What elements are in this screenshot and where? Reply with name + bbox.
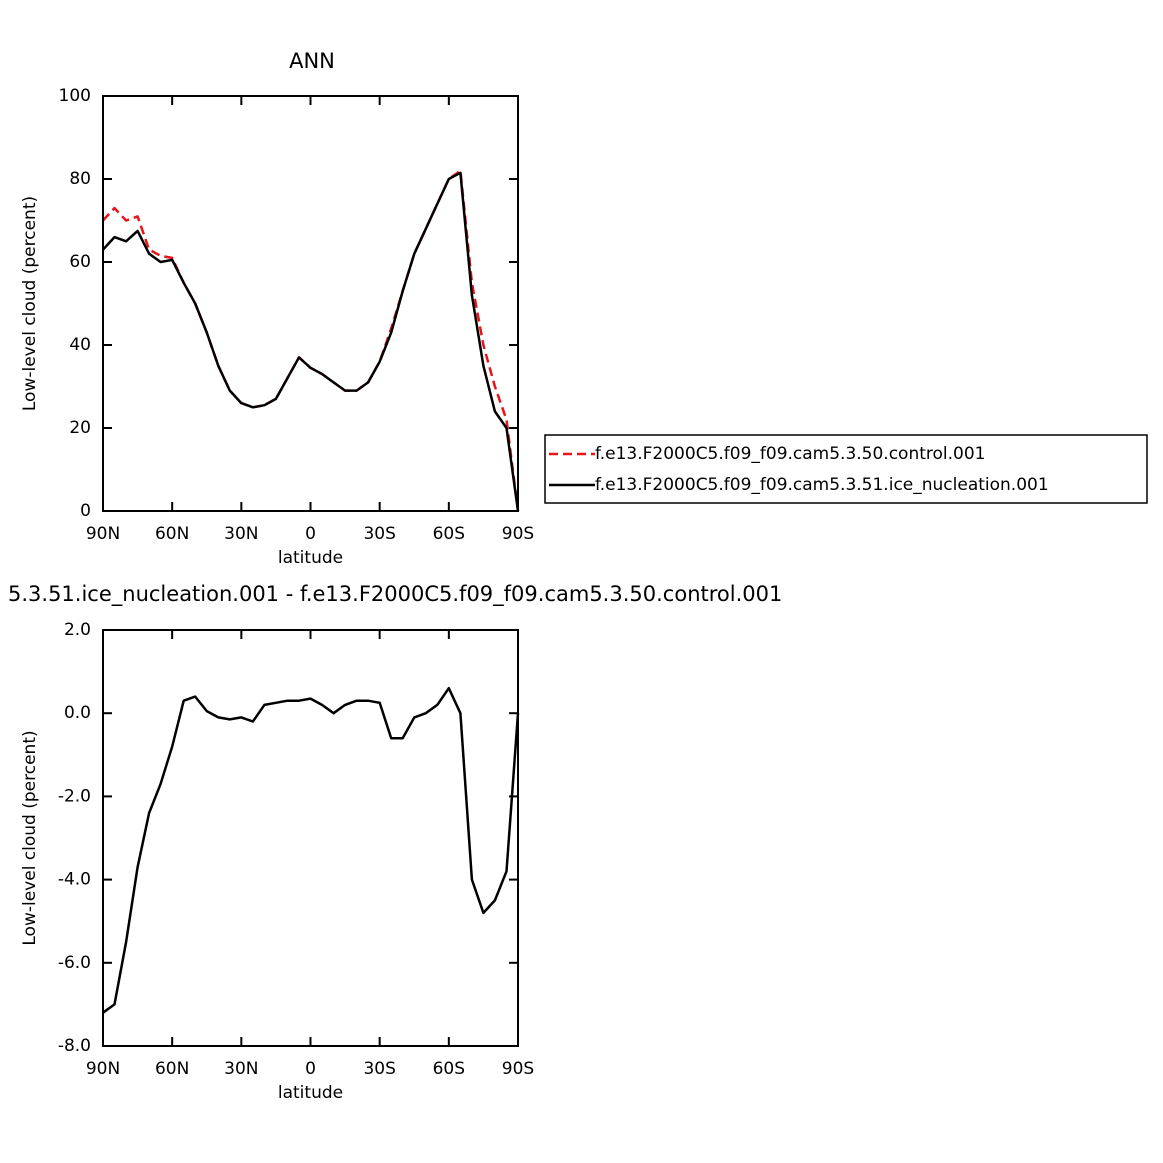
chart-title: 5.3.51.ice_nucleation.001 - f.e13.F2000C… [8,582,782,607]
x-tick-label: 30S [363,524,395,544]
y-tick-label: -4.0 [58,870,91,890]
y-tick-label: -2.0 [58,786,91,806]
plot-frame [102,629,519,1047]
y-tick-label: -8.0 [58,1036,91,1056]
x-tick-label: 90N [86,1059,120,1079]
y-tick-label: 80 [69,169,91,189]
y-tick-label: 40 [69,335,91,355]
y-tick-label: 20 [69,418,91,438]
x-tick-label: 30S [363,1059,395,1079]
x-axis-label: latitude [278,548,343,568]
y-tick-label: 60 [69,252,91,272]
plot-frame [102,95,519,512]
x-tick-label: 30N [224,524,258,544]
legend-label: f.e13.F2000C5.f09_f09.cam5.3.51.ice_nucl… [595,475,1049,495]
x-tick-label: 60N [155,1059,189,1079]
x-axis-label: latitude [278,1083,343,1103]
x-tick-label: 90S [502,524,534,544]
x-tick-label: 60N [155,524,189,544]
y-tick-label: 0 [80,501,91,521]
x-tick-label: 0 [305,524,316,544]
y-axis-label: Low-level cloud (percent) [20,730,40,945]
chart-title: ANN [289,49,335,73]
x-tick-label: 90S [502,1059,534,1079]
legend-box [544,434,1148,504]
y-tick-label: -6.0 [58,953,91,973]
y-tick-label: 100 [59,86,91,106]
x-tick-label: 90N [86,524,120,544]
x-tick-label: 60S [433,1059,465,1079]
y-tick-label: 2.0 [64,620,91,640]
legend-label: f.e13.F2000C5.f09_f09.cam5.3.50.control.… [595,444,986,464]
y-axis-label: Low-level cloud (percent) [20,196,40,411]
data-line [102,686,520,1014]
data-line [102,171,520,512]
x-tick-label: 0 [305,1059,316,1079]
x-tick-label: 60S [433,524,465,544]
legend: f.e13.F2000C5.f09_f09.cam5.3.50.control.… [544,434,1148,504]
x-tick-label: 30N [224,1059,258,1079]
y-tick-label: 0.0 [64,703,91,723]
data-line [102,169,520,512]
